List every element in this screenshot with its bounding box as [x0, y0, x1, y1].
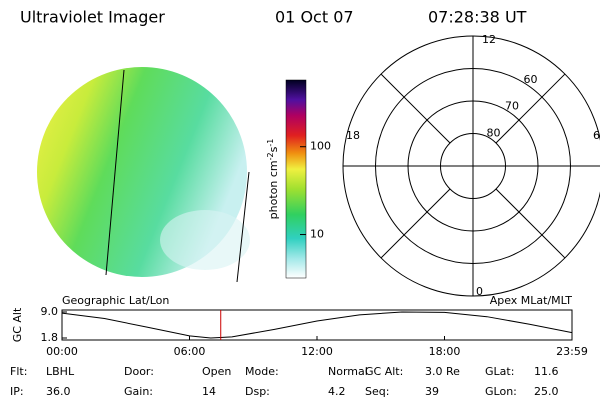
info-key: GC Alt: — [365, 365, 403, 378]
info-key: GLon: — [485, 385, 517, 398]
info-value: 25.0 — [534, 385, 559, 398]
info-key: Seq: — [365, 385, 389, 398]
x-tick-label: 12:00 — [301, 345, 333, 358]
info-value: 3.0 Re — [425, 365, 460, 378]
polar-grid — [342, 35, 600, 297]
info-value: 14 — [202, 385, 216, 398]
info-key: GLat: — [485, 365, 514, 378]
x-tick-label: 00:00 — [46, 345, 78, 358]
y-tick-label: 9.0 — [41, 305, 59, 318]
x-tick-label: 23:59 — [556, 345, 588, 358]
limb-line — [236, 171, 250, 283]
plot-title-left: Geographic Lat/Lon — [62, 294, 169, 307]
lat-label: 60 — [523, 73, 537, 86]
x-tick-label: 18:00 — [429, 345, 461, 358]
meridian-line — [105, 69, 125, 276]
info-key: Flt: — [10, 365, 27, 378]
info-key: Dsp: — [245, 385, 270, 398]
y-label: GC Alt — [11, 307, 24, 342]
mlt-label: 12 — [482, 33, 496, 46]
y-tick-label: 1.8 — [41, 331, 59, 344]
plot-title-right: Apex MLat/MLT — [490, 294, 573, 307]
info-value: 4.2 — [328, 385, 346, 398]
mlt-label: 18 — [346, 129, 360, 142]
lat-label: 70 — [505, 100, 519, 113]
info-value: 11.6 — [534, 365, 559, 378]
info-key: Door: — [124, 365, 154, 378]
info-value: 36.0 — [46, 385, 71, 398]
colorbar-tick-label: 100 — [310, 140, 331, 153]
colorbar-tick-label: 10 — [310, 228, 324, 241]
mlt-line — [380, 73, 451, 144]
image-region — [160, 210, 250, 270]
mlt-label: 6 — [593, 129, 600, 142]
mlt-label: 0 — [476, 285, 483, 298]
info-key: Mode: — [245, 365, 279, 378]
info-value: 39 — [425, 385, 439, 398]
mlt-line — [380, 188, 451, 259]
time: 07:28:38 UT — [428, 8, 527, 27]
info-key: Gain: — [124, 385, 153, 398]
mlt-line — [495, 188, 566, 259]
title: Ultraviolet Imager — [20, 8, 165, 27]
colorbar — [285, 79, 307, 279]
info-value: Open — [202, 365, 231, 378]
info-value: LBHL — [46, 365, 75, 378]
lat-label: 80 — [486, 126, 500, 139]
mlt-line — [495, 73, 566, 144]
x-tick-label: 06:00 — [174, 345, 206, 358]
colorbar-label: photon cm-2s-1 — [266, 139, 281, 220]
date: 01 Oct 07 — [275, 8, 354, 27]
info-key: IP: — [10, 385, 24, 398]
altitude-curve — [61, 311, 573, 339]
info-value: Normal — [328, 365, 368, 378]
